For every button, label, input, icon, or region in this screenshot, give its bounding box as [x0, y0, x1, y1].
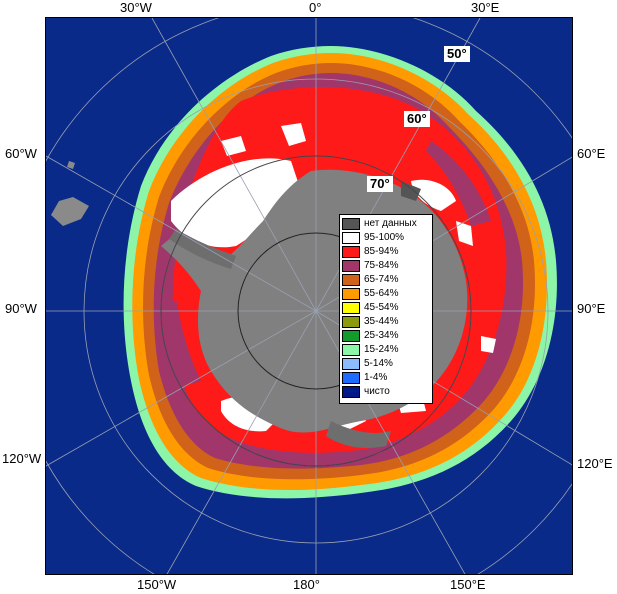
legend-swatch [342, 371, 360, 384]
legend-swatch [342, 357, 360, 370]
label-0-top: 0° [309, 0, 322, 15]
legend-item: 75-84% [342, 259, 430, 272]
antarctic-peninsula [169, 229, 236, 269]
legend-label: нет данных [364, 217, 417, 229]
legend-label: 95-100% [364, 231, 405, 243]
legend-label: 75-84% [364, 259, 399, 271]
label-30w-top: 30°W [120, 0, 152, 15]
legend-item: 95-100% [342, 231, 430, 244]
meridian-line [166, 310, 317, 574]
legend-item: 25-34% [342, 329, 430, 342]
legend-label: 65-74% [364, 273, 399, 285]
legend-item: чисто [342, 385, 430, 398]
ice-patch-95-100-weddell [171, 158, 301, 248]
label-30e-top: 30°E [471, 0, 500, 15]
legend-swatch [342, 217, 360, 230]
ice-patch [411, 179, 456, 211]
label-60e: 60°E [577, 146, 606, 161]
ice-patch [281, 123, 306, 146]
no-data-patch [401, 181, 421, 201]
map-canvas [46, 18, 572, 574]
meridian-line [151, 18, 317, 312]
legend-swatch [342, 301, 360, 314]
lat-label-70: 70° [367, 176, 393, 192]
legend-swatch [342, 259, 360, 272]
legend-item: 85-94% [342, 245, 430, 258]
sea-ice-map [45, 17, 573, 575]
label-180-bottom: 180° [293, 577, 320, 592]
legend-label: 15-24% [364, 343, 399, 355]
meridian-line [46, 155, 317, 312]
label-120e: 120°E [577, 456, 613, 471]
legend-swatch [342, 287, 360, 300]
legend-label: 45-54% [364, 301, 399, 313]
legend-swatch [342, 245, 360, 258]
island-land [67, 161, 75, 169]
legend-label: 5-14% [364, 357, 393, 369]
legend-item: 5-14% [342, 357, 430, 370]
legend-item: 15-24% [342, 343, 430, 356]
ice-patch [221, 136, 246, 156]
ice-patch [456, 221, 473, 246]
legend-label: 85-94% [364, 245, 399, 257]
legend-label: 35-44% [364, 315, 399, 327]
ice-patch [426, 141, 491, 226]
label-60w: 60°W [5, 146, 37, 161]
legend-item: 55-64% [342, 287, 430, 300]
legend-swatch [342, 343, 360, 356]
label-120w: 120°W [2, 451, 42, 466]
legend-item: 65-74% [342, 273, 430, 286]
legend-item: нет данных [342, 217, 430, 230]
ice-patch [167, 301, 201, 386]
ice-shelf [326, 421, 391, 448]
legend-swatch [342, 273, 360, 286]
ice-patch [481, 336, 496, 353]
legend-swatch [342, 315, 360, 328]
concentration-legend: нет данных 95-100% 85-94% 75-84% 65-74% 55-64… [339, 214, 433, 404]
legend-item: 1-4% [342, 371, 430, 384]
lat-label-50: 50° [444, 46, 470, 62]
graticule-circle [160, 155, 472, 467]
label-90w: 90°W [5, 301, 37, 316]
label-150w-bottom: 150°W [137, 577, 177, 592]
label-90e: 90°E [577, 301, 606, 316]
legend-label: 25-34% [364, 329, 399, 341]
label-150e-bottom: 150°E [450, 577, 486, 592]
legend-label: 55-64% [364, 287, 399, 299]
south-america-land [51, 197, 89, 226]
meridian-line [46, 310, 317, 467]
legend-label: чисто [364, 385, 390, 397]
lat-label-60: 60° [404, 111, 430, 127]
legend-item: 45-54% [342, 301, 430, 314]
legend-swatch [342, 385, 360, 398]
legend-swatch [342, 231, 360, 244]
legend-label: 1-4% [364, 371, 388, 383]
legend-swatch [342, 329, 360, 342]
legend-item: 35-44% [342, 315, 430, 328]
